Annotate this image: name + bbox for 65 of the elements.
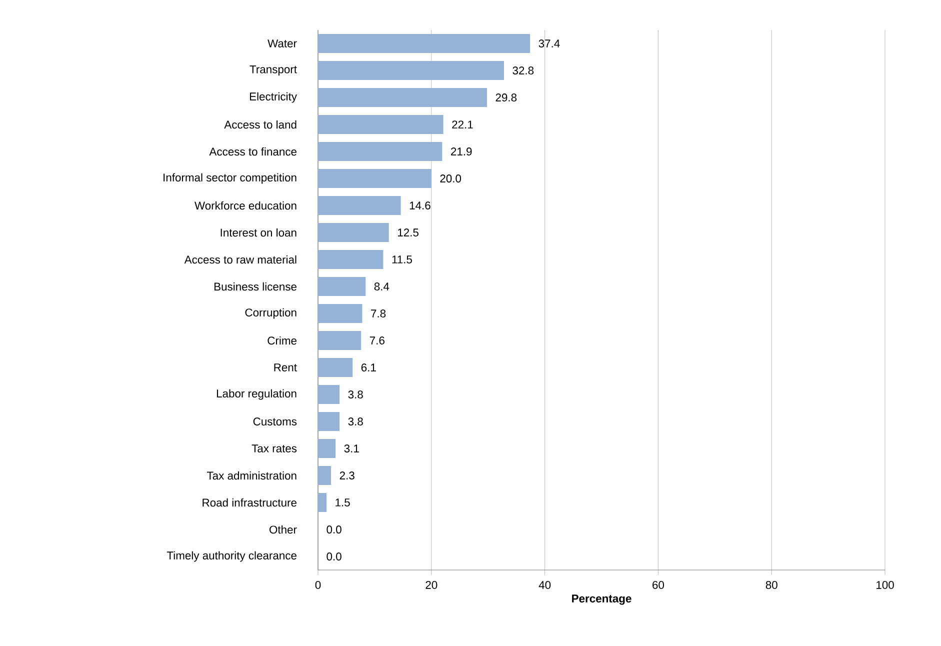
data-label: 1.5 [336,498,350,506]
data-label: 21.9 [451,148,472,156]
data-label: 32.8 [512,66,534,74]
bar [318,61,504,80]
data-label: 6.1 [361,364,376,372]
data-label: 29.8 [496,94,517,102]
y-tick-label: Transport [250,65,297,76]
data-label: 0.0 [326,526,342,534]
y-tick-label: Access to land [224,120,296,129]
data-label: 7.6 [370,336,384,344]
x-tick-label: 0 [315,581,321,589]
bar [318,358,353,378]
data-label: 3.1 [344,444,359,452]
y-tick-label: Workforce education [194,201,296,210]
bar [318,34,530,53]
x-tick-label: 100 [876,581,894,589]
bar [318,250,384,270]
x-axis-title: Percentage [572,594,632,605]
bar [318,196,401,215]
bar [318,385,340,404]
y-tick-label: Timely authority clearance [166,551,296,562]
y-tick-label: Customs [253,418,297,426]
y-tick-label: Interest on loan [220,228,296,237]
y-tick-label: Other [270,525,297,534]
data-label: 11.5 [392,256,412,264]
data-label: 3.8 [348,390,363,398]
y-tick-label: Tax rates [252,444,297,452]
data-label: 3.8 [348,418,363,426]
data-label: 37.4 [538,40,560,48]
y-tick-label: Road infrastructure [202,498,296,507]
bar [318,169,432,188]
bar [318,142,442,162]
data-label: 2.3 [340,472,354,480]
y-tick-label: Electricity [250,92,297,103]
y-tick-label: Water [268,40,297,48]
bar [318,466,332,486]
data-label: 14.6 [410,202,430,210]
x-tick-label: 80 [766,581,778,589]
y-tick-label: Business license [214,282,296,291]
y-tick-label: Access to finance [209,147,296,156]
data-label: 12.5 [398,228,418,236]
bar [318,277,366,296]
y-tick-label: Rent [274,364,297,372]
y-tick-label: Crime [268,336,296,345]
y-tick-label: Access to raw material [184,255,296,264]
bar [318,88,487,108]
y-tick-label: Corruption [245,308,296,319]
data-label: 7.8 [371,310,386,318]
x-tick-label: 60 [652,581,664,589]
bar [318,115,444,134]
bar [318,412,340,432]
data-label: 22.1 [452,120,473,128]
y-tick-label: Informal sector competition [164,173,296,184]
y-tick-label: Tax administration [206,471,296,480]
data-label: 0.0 [326,552,342,560]
x-tick-label: 20 [426,581,438,589]
data-label: 20.0 [440,174,462,182]
bar [318,439,336,458]
bar [318,493,327,512]
bar [318,304,362,324]
x-tick-label: 40 [538,581,551,589]
bar [318,331,362,350]
y-tick-label: Labor regulation [216,389,296,400]
bar [318,223,389,242]
data-label: 8.4 [374,282,390,290]
